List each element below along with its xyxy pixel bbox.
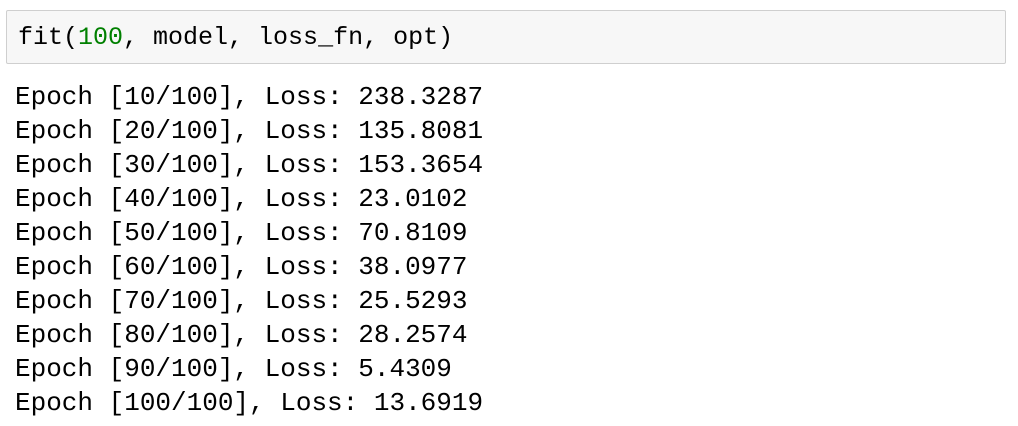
- output-line-epoch-20: Epoch [20/100], Loss: 135.8081: [15, 116, 484, 146]
- output-line-epoch-60: Epoch [60/100], Loss: 38.0977: [15, 252, 468, 282]
- output-line-epoch-40: Epoch [40/100], Loss: 23.0102: [15, 184, 468, 214]
- code-input-cell[interactable]: fit(100, model, loss_fn, opt): [6, 10, 1006, 64]
- output-line-epoch-30: Epoch [30/100], Loss: 153.3654: [15, 150, 484, 180]
- cell-output: Epoch [10/100], Loss: 238.3287 Epoch [20…: [15, 80, 1005, 420]
- output-line-epoch-70: Epoch [70/100], Loss: 25.5293: [15, 286, 468, 316]
- code-function-call: fit(: [18, 23, 79, 52]
- output-line-epoch-10: Epoch [10/100], Loss: 238.3287: [15, 82, 484, 112]
- code-arguments: , model, loss_fn, opt): [123, 23, 454, 52]
- output-line-epoch-100: Epoch [100/100], Loss: 13.6919: [15, 388, 484, 418]
- output-line-epoch-50: Epoch [50/100], Loss: 70.8109: [15, 218, 468, 248]
- output-line-epoch-80: Epoch [80/100], Loss: 28.2574: [15, 320, 468, 350]
- output-line-epoch-90: Epoch [90/100], Loss: 5.4309: [15, 354, 452, 384]
- code-number-literal: 100: [78, 23, 124, 52]
- code-line[interactable]: fit(100, model, loss_fn, opt): [18, 23, 453, 53]
